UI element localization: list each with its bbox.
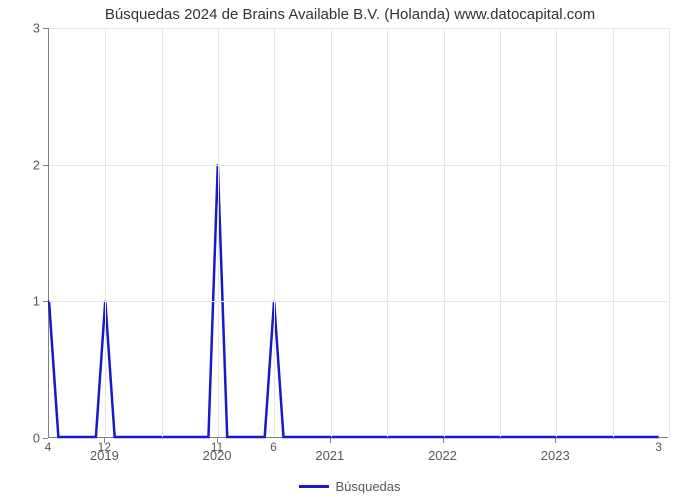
grid-horizontal [49, 28, 668, 29]
data-point-label: 4 [45, 440, 52, 454]
y-tick-label: 0 [10, 431, 40, 446]
grid-vertical [387, 28, 388, 437]
x-tick-label: 2021 [315, 448, 344, 463]
legend-label: Búsquedas [335, 479, 400, 494]
grid-horizontal [49, 301, 668, 302]
x-tick-label: 2022 [428, 448, 457, 463]
grid-vertical [218, 28, 219, 437]
y-tick-label: 2 [10, 157, 40, 172]
x-tick-mark [443, 438, 444, 443]
y-tick-label: 1 [10, 294, 40, 309]
grid-vertical [105, 28, 106, 437]
y-tick-mark [43, 165, 48, 166]
plot-area [48, 28, 668, 438]
y-tick-mark [43, 28, 48, 29]
x-tick-label: 2023 [541, 448, 570, 463]
grid-vertical [669, 28, 670, 437]
grid-vertical [500, 28, 501, 437]
grid-vertical [162, 28, 163, 437]
grid-horizontal [49, 165, 668, 166]
grid-vertical [556, 28, 557, 437]
chart-title: Búsquedas 2024 de Brains Available B.V. … [0, 6, 700, 23]
chart-container: Búsquedas 2024 de Brains Available B.V. … [0, 0, 700, 500]
y-tick-mark [43, 438, 48, 439]
data-point-label: 11 [211, 440, 223, 454]
legend-swatch [299, 485, 329, 488]
y-tick-mark [43, 301, 48, 302]
x-tick-mark [555, 438, 556, 443]
grid-vertical [274, 28, 275, 437]
grid-vertical [331, 28, 332, 437]
x-tick-mark [330, 438, 331, 443]
y-tick-label: 3 [10, 21, 40, 36]
line-series-svg [49, 28, 668, 437]
legend: Búsquedas [0, 478, 700, 494]
grid-vertical [444, 28, 445, 437]
grid-vertical [613, 28, 614, 437]
data-point-label: 3 [655, 440, 662, 454]
data-point-label: 6 [270, 440, 277, 454]
data-point-label: 12 [98, 440, 111, 454]
